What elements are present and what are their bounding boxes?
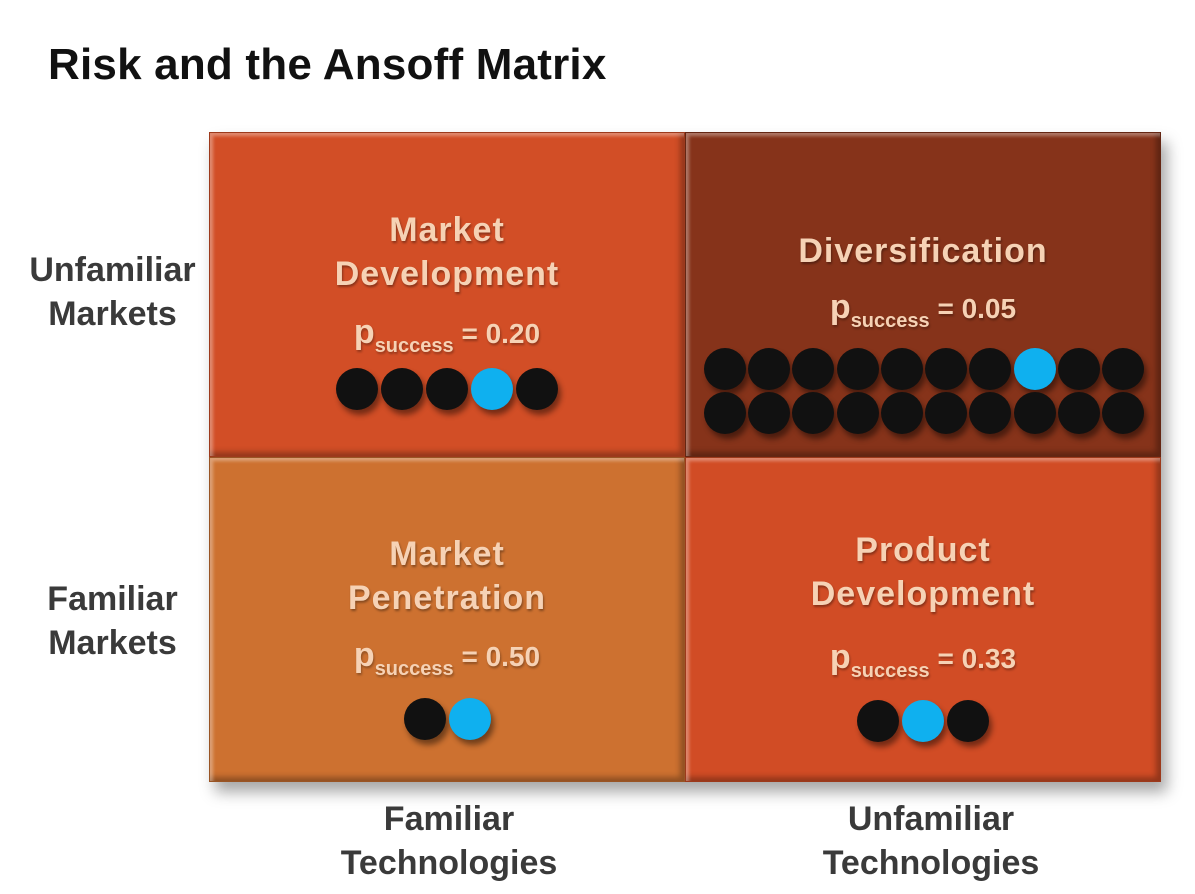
success-dot bbox=[448, 698, 491, 740]
cell-diversification: Diversification psuccess = 0.05 bbox=[685, 132, 1161, 457]
failure-dot bbox=[969, 348, 1012, 390]
failure-dot bbox=[969, 392, 1012, 434]
failure-dot bbox=[925, 348, 968, 390]
failure-dot bbox=[426, 368, 468, 410]
cell-title: Market Penetration bbox=[347, 535, 547, 617]
failure-dot bbox=[1102, 392, 1145, 434]
success-probability: psuccess = 0.05 bbox=[829, 288, 1017, 332]
failure-dot bbox=[947, 700, 989, 742]
cell-product-development: Product Development psuccess = 0.33 bbox=[685, 457, 1161, 782]
success-probability: psuccess = 0.33 bbox=[829, 638, 1017, 682]
failure-dot bbox=[1057, 348, 1100, 390]
failure-dot bbox=[836, 392, 879, 434]
outcome-dots bbox=[686, 700, 1160, 742]
x-axis-label-familiar-technologies: Familiar Technologies bbox=[340, 800, 558, 882]
success-probability: psuccess = 0.50 bbox=[353, 636, 541, 680]
failure-dot bbox=[403, 698, 446, 740]
failure-dot bbox=[925, 392, 968, 434]
cell-title: Diversification bbox=[798, 232, 1048, 270]
failure-dot bbox=[880, 392, 923, 434]
success-dot bbox=[902, 700, 944, 742]
x-axis-label-unfamiliar-technologies: Unfamiliar Technologies bbox=[822, 800, 1040, 882]
y-axis-label-familiar-markets: Familiar Markets bbox=[47, 580, 178, 662]
failure-dot bbox=[857, 700, 899, 742]
success-dot bbox=[471, 368, 513, 410]
failure-dot bbox=[792, 392, 835, 434]
failure-dot bbox=[381, 368, 423, 410]
failure-dot bbox=[1057, 392, 1100, 434]
outcome-dots bbox=[210, 698, 684, 740]
failure-dot bbox=[880, 348, 923, 390]
ansoff-matrix: Market Development psuccess = 0.20 Diver… bbox=[209, 132, 1161, 782]
outcome-dots bbox=[210, 368, 684, 410]
y-axis-label-unfamiliar-markets: Unfamiliar Markets bbox=[29, 251, 196, 333]
failure-dot bbox=[1102, 348, 1145, 390]
cell-title: Market Development bbox=[334, 211, 560, 293]
failure-dot bbox=[748, 348, 791, 390]
cell-title: Product Development bbox=[810, 531, 1036, 613]
outcome-dots bbox=[701, 347, 1147, 435]
failure-dot bbox=[703, 348, 746, 390]
failure-dot bbox=[516, 368, 558, 410]
cell-market-penetration: Market Penetration psuccess = 0.50 bbox=[209, 457, 685, 782]
failure-dot bbox=[1013, 392, 1056, 434]
cell-market-development: Market Development psuccess = 0.20 bbox=[209, 132, 685, 457]
success-dot bbox=[1013, 348, 1056, 390]
failure-dot bbox=[336, 368, 378, 410]
failure-dot bbox=[748, 392, 791, 434]
failure-dot bbox=[792, 348, 835, 390]
page-title: Risk and the Ansoff Matrix bbox=[48, 40, 607, 89]
failure-dot bbox=[836, 348, 879, 390]
success-probability: psuccess = 0.20 bbox=[353, 313, 541, 357]
failure-dot bbox=[703, 392, 746, 434]
